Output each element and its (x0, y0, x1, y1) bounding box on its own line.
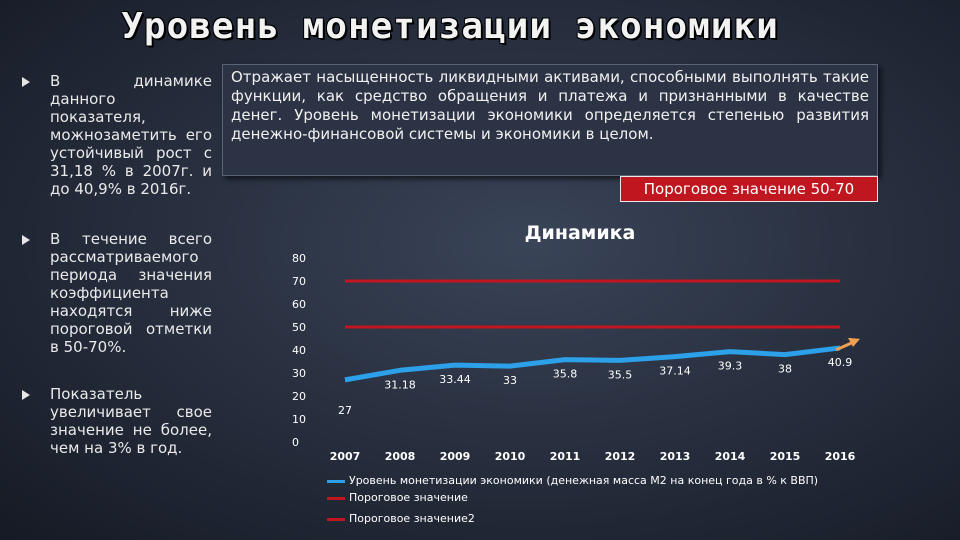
x-axis: 2007 2008 2009 2010 2011 2012 2013 2014 2015 2016 (330, 450, 856, 463)
x-tick-label: 2009 (440, 450, 471, 463)
threshold-badge: Пороговое значение 50-70 (620, 176, 878, 202)
y-axis: 0 10 20 30 40 50 60 70 80 (292, 252, 306, 449)
legend-swatch (327, 496, 345, 500)
x-tick-label: 2008 (385, 450, 416, 463)
legend-label: Пороговое значение (349, 491, 468, 504)
highlight-arrowhead-icon (848, 337, 860, 347)
y-tick-label: 30 (292, 367, 306, 380)
chart-title: Динамика (524, 222, 636, 244)
y-tick-label: 0 (292, 436, 299, 449)
bullet-text: В динамике данного показателя, можнозаме… (50, 72, 212, 198)
slide-title: Уровень монетизации экономики (121, 6, 779, 47)
threshold-lines (345, 279, 840, 329)
y-tick-label: 10 (292, 413, 306, 426)
legend-entry-threshold: Пороговое значение (327, 491, 468, 505)
data-label: 40.9 (828, 356, 853, 369)
legend-entry-threshold-2: Пороговое значение2 (327, 512, 475, 526)
y-tick-label: 40 (292, 344, 306, 357)
arrow-bullet-icon (22, 390, 30, 400)
data-label: 39.3 (718, 360, 743, 373)
y-tick-label: 70 (292, 275, 306, 288)
legend-swatch (327, 517, 345, 521)
definition-box: Отражает насыщенность ликвидными активам… (222, 64, 878, 176)
data-labels: 27 31.18 33.44 33 35.8 35.5 37.14 39.3 38 40.9 (338, 356, 852, 417)
legend-label: Уровень монетизации экономики (денежная … (349, 474, 819, 487)
bullet-text: Показатель увеличивает свое значение не … (50, 385, 212, 457)
x-tick-label: 2012 (605, 450, 636, 463)
monetization-series (344, 337, 860, 383)
y-tick-label: 50 (292, 321, 306, 334)
x-tick-label: 2013 (660, 450, 691, 463)
x-tick-label: 2011 (550, 450, 581, 463)
bullet-text: В течение всего рассматриваемого периода… (50, 230, 212, 356)
data-label: 33.44 (439, 373, 471, 386)
x-tick-label: 2016 (825, 450, 856, 463)
data-label: 35.8 (553, 368, 578, 381)
data-label: 38 (778, 363, 792, 376)
x-tick-label: 2007 (330, 450, 361, 463)
bullet-below-threshold: В течение всего рассматриваемого периода… (22, 230, 212, 356)
data-label: 37.14 (659, 365, 691, 378)
monetization-line (344, 345, 841, 383)
x-tick-label: 2014 (715, 450, 746, 463)
arrow-bullet-icon (22, 77, 30, 87)
bullet-growth: В динамике данного показателя, можнозаме… (22, 72, 212, 198)
data-label: 27 (338, 404, 352, 417)
legend-swatch (327, 479, 345, 483)
arrow-bullet-icon (22, 235, 30, 245)
y-tick-label: 20 (292, 390, 306, 403)
legend-entry-monetization: Уровень монетизации экономики (денежная … (327, 474, 818, 488)
data-label: 31.18 (384, 378, 416, 391)
data-label: 33 (503, 374, 517, 387)
data-label: 35.5 (608, 368, 633, 381)
x-tick-label: 2015 (770, 450, 801, 463)
bullet-annual-increase: Показатель увеличивает свое значение не … (22, 385, 212, 457)
y-tick-label: 60 (292, 298, 306, 311)
legend-label: Пороговое значение2 (349, 512, 475, 525)
y-tick-label: 80 (292, 252, 306, 265)
x-tick-label: 2010 (495, 450, 526, 463)
